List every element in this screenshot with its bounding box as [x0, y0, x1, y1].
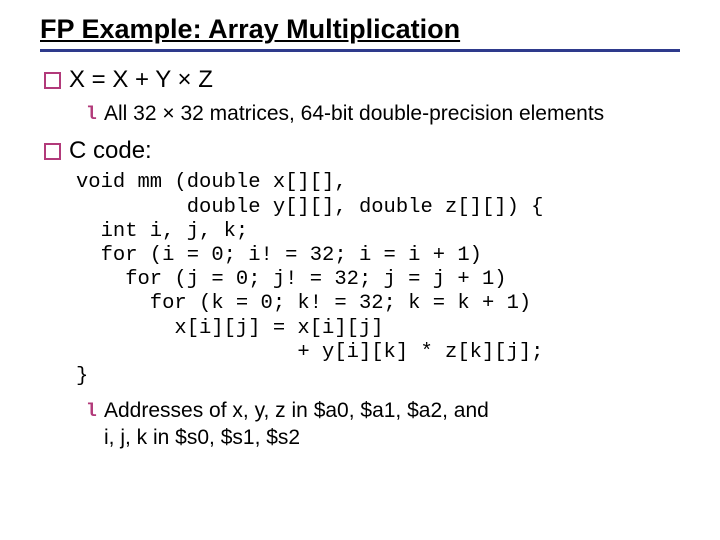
ccode-label: C code: — [69, 137, 152, 164]
bullet-matrices: lAll 32 × 32 matrices, 64-bit double-pre… — [86, 100, 680, 127]
matrices-text: All 32 × 32 matrices, 64-bit double-prec… — [104, 102, 604, 125]
sub-bullet-icon: l — [86, 104, 104, 127]
sub-bullet-icon: l — [86, 401, 104, 424]
slide: FP Example: Array Multiplication X = X +… — [0, 0, 720, 452]
square-bullet-icon — [44, 72, 61, 89]
bullet-equation: X = X + Y × Z — [44, 66, 680, 94]
code-block: void mm (double x[][], double y[][], dou… — [76, 171, 680, 389]
addresses-line2: i, j, k in $s0, $s1, $s2 — [104, 426, 300, 449]
page-title: FP Example: Array Multiplication — [40, 14, 460, 44]
square-bullet-icon — [44, 143, 61, 160]
bullet-addresses: lAddresses of x, y, z in $a0, $a1, $a2, … — [86, 397, 680, 452]
addresses-line1: Addresses of x, y, z in $a0, $a1, $a2, a… — [104, 399, 489, 422]
title-wrap: FP Example: Array Multiplication — [40, 14, 680, 52]
equation-text: X = X + Y × Z — [69, 66, 213, 93]
bullet-ccode: C code: — [44, 137, 680, 165]
